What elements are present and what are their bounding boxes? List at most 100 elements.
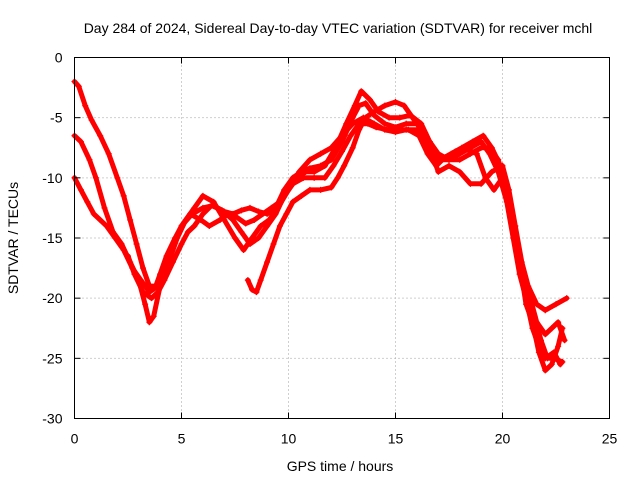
y-axis-label: SDTVAR / TECUs <box>5 182 21 294</box>
data-point <box>366 96 373 103</box>
data-point <box>199 210 206 217</box>
data-point <box>548 361 555 368</box>
data-point <box>553 301 559 308</box>
data-point <box>264 222 271 229</box>
x-tick-label: 0 <box>71 431 79 447</box>
data-point <box>255 208 262 215</box>
data-point <box>311 168 318 175</box>
data-point <box>339 132 345 139</box>
series-trace <box>72 115 563 367</box>
data-point <box>386 114 393 121</box>
x-tick-label: 25 <box>602 431 618 447</box>
data-point <box>242 220 249 227</box>
data-point <box>296 168 303 175</box>
data-point <box>142 301 149 308</box>
data-point <box>114 174 121 181</box>
data-point <box>300 174 307 181</box>
data-point <box>405 126 412 133</box>
data-point <box>473 150 480 157</box>
data-point <box>478 144 485 151</box>
y-tick-label: -30 <box>42 411 62 427</box>
data-point <box>416 132 423 139</box>
data-point <box>347 132 354 139</box>
data-point <box>373 124 380 131</box>
data-point <box>240 247 247 254</box>
data-point <box>364 120 371 127</box>
data-point <box>550 349 557 356</box>
series-trace <box>125 121 565 365</box>
data-point <box>555 319 562 326</box>
data-point <box>550 355 557 362</box>
data-point <box>561 337 568 344</box>
data-point <box>446 162 452 169</box>
data-point <box>559 358 566 365</box>
data-point <box>302 168 309 175</box>
data-point <box>321 162 328 169</box>
data-point <box>505 192 512 199</box>
data-point <box>154 289 161 296</box>
data-point <box>199 204 206 211</box>
data-point <box>268 204 275 211</box>
data-point <box>533 301 540 308</box>
data-point <box>349 144 356 151</box>
data-point <box>499 174 506 181</box>
data-point <box>249 286 256 293</box>
data-point <box>343 120 350 127</box>
data-point <box>341 162 348 169</box>
data-point <box>317 186 324 193</box>
data-point <box>480 132 487 139</box>
data-point <box>441 154 448 161</box>
y-tick-label: -20 <box>42 290 62 306</box>
data-point <box>317 150 324 157</box>
data-point <box>311 174 318 181</box>
data-point <box>86 156 93 163</box>
data-point <box>255 235 262 241</box>
data-point <box>381 102 388 109</box>
data-point <box>251 216 258 223</box>
data-point <box>112 235 119 241</box>
data-point <box>418 126 425 133</box>
data-point <box>362 114 369 121</box>
data-point <box>187 210 194 217</box>
data-point <box>401 102 408 109</box>
data-point <box>88 117 95 124</box>
data-point <box>257 222 264 229</box>
data-point <box>97 132 104 139</box>
data-point <box>328 144 335 151</box>
data-point <box>289 198 296 205</box>
data-point <box>127 216 134 223</box>
data-point <box>452 148 459 155</box>
x-tick-label: 15 <box>388 431 404 447</box>
data-point <box>456 156 463 163</box>
y-tick-label: 0 <box>55 50 63 66</box>
data-point <box>542 367 549 374</box>
data-point <box>169 241 176 248</box>
data-point <box>161 265 168 272</box>
data-point <box>529 325 536 332</box>
data-point <box>356 120 363 127</box>
data-point <box>544 355 551 362</box>
data-point <box>206 222 213 229</box>
data-point <box>486 144 493 151</box>
data-point <box>244 277 251 284</box>
data-point <box>208 202 215 209</box>
data-series <box>71 78 570 374</box>
data-point <box>246 204 253 211</box>
data-point <box>488 168 495 175</box>
data-point <box>330 162 337 169</box>
data-point <box>394 126 401 133</box>
data-point <box>238 207 245 214</box>
data-point <box>383 126 390 133</box>
data-point <box>555 343 562 350</box>
data-point <box>548 325 555 332</box>
data-point <box>495 156 502 163</box>
y-tick-label: -5 <box>50 110 63 126</box>
data-point <box>131 271 138 278</box>
data-point <box>169 259 176 266</box>
data-point <box>257 277 264 284</box>
data-point <box>232 235 238 241</box>
data-point <box>150 313 157 320</box>
data-point <box>381 120 388 127</box>
data-point <box>217 216 224 223</box>
